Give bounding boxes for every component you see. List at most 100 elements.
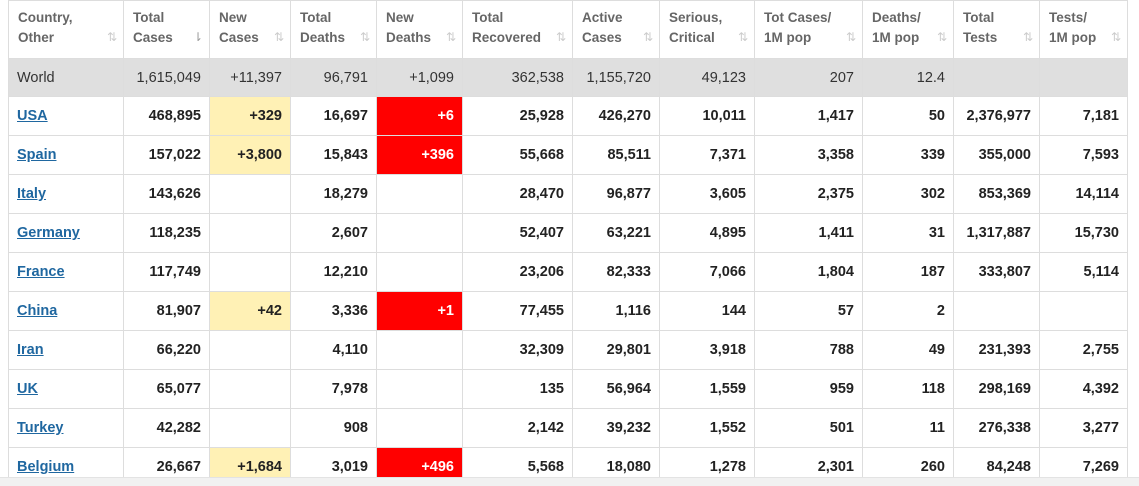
country-link[interactable]: France bbox=[17, 264, 65, 280]
country-link[interactable]: Germany bbox=[17, 225, 80, 241]
country-cell: Iran bbox=[8, 330, 124, 370]
tests-per-1m-cell: 2,755 bbox=[1039, 330, 1128, 370]
country-cell: Germany bbox=[8, 213, 124, 253]
new-cases-cell bbox=[209, 213, 291, 253]
active-cases-cell: 56,964 bbox=[572, 369, 660, 409]
sort-icon[interactable]: ⇅ bbox=[359, 29, 370, 44]
country-link[interactable]: USA bbox=[17, 108, 48, 124]
world-total-row: World 1,615,049 +11,397 96,791 +1,099 362,538… bbox=[8, 58, 1128, 97]
total-cases-cell: 117,749 bbox=[123, 252, 210, 292]
column-header-label: Other bbox=[18, 29, 55, 45]
total-cases-cell: 157,022 bbox=[123, 135, 210, 175]
tests-per-1m-cell: 5,114 bbox=[1039, 252, 1128, 292]
tot-cases-per-1m-cell: 501 bbox=[754, 408, 863, 448]
tests-per-1m-cell: 4,392 bbox=[1039, 369, 1128, 409]
total-cases-cell: 81,907 bbox=[123, 291, 210, 331]
country-cell: Turkey bbox=[8, 408, 124, 448]
sort-icon[interactable]: ⇅ bbox=[845, 29, 856, 44]
serious-critical-cell: 49,123 bbox=[659, 58, 755, 97]
sort-icon[interactable]: ⇅ bbox=[642, 29, 653, 44]
country-link[interactable]: China bbox=[17, 303, 58, 319]
column-header-tot-cases-per-1m[interactable]: Tot Cases/1M pop ⇅ bbox=[754, 0, 863, 59]
country-link[interactable]: UK bbox=[17, 381, 38, 397]
horizontal-scrollbar[interactable] bbox=[0, 477, 1139, 486]
column-header-label: Critical bbox=[669, 29, 715, 45]
tot-cases-per-1m-cell: 3,358 bbox=[754, 135, 863, 175]
country-link[interactable]: Belgium bbox=[17, 459, 75, 475]
total-deaths-cell: 4,110 bbox=[290, 330, 377, 370]
serious-critical-cell: 3,918 bbox=[659, 330, 755, 370]
total-recovered-cell: 25,928 bbox=[462, 96, 573, 136]
active-cases-cell: 1,155,720 bbox=[572, 58, 660, 97]
table-header: Country, Other ⇅ Total Cases ⇂ New Cases ⇅ Total D… bbox=[8, 0, 1128, 59]
sort-icon[interactable]: ⇅ bbox=[1110, 29, 1121, 44]
country-link[interactable]: Italy bbox=[17, 186, 47, 202]
column-header-new-deaths[interactable]: New Deaths ⇅ bbox=[376, 0, 463, 59]
column-header-total-cases[interactable]: Total Cases ⇂ bbox=[123, 0, 210, 59]
tests-per-1m-cell: 7,593 bbox=[1039, 135, 1128, 175]
column-header-label: Deaths bbox=[386, 29, 432, 45]
total-cases-cell: 65,077 bbox=[123, 369, 210, 409]
deaths-per-1m-cell: 12.4 bbox=[862, 58, 954, 97]
tot-cases-per-1m-cell: 788 bbox=[754, 330, 863, 370]
sort-icon[interactable]: ⇅ bbox=[1022, 29, 1033, 44]
serious-critical-cell: 144 bbox=[659, 291, 755, 331]
country-cell: USA bbox=[8, 96, 124, 136]
sort-icon[interactable]: ⇅ bbox=[106, 29, 117, 44]
sort-icon[interactable]: ⇅ bbox=[555, 29, 566, 44]
serious-critical-cell: 1,552 bbox=[659, 408, 755, 448]
column-header-total-tests[interactable]: Total Tests ⇅ bbox=[953, 0, 1040, 59]
tot-cases-per-1m-cell: 959 bbox=[754, 369, 863, 409]
table-row: Turkey 42,282 908 2,142 39,232 1,552 501 11 276,… bbox=[8, 408, 1128, 448]
new-deaths-cell: +396 bbox=[376, 135, 463, 175]
tot-cases-per-1m-cell: 207 bbox=[754, 58, 863, 97]
country-link[interactable]: Spain bbox=[17, 147, 57, 163]
tot-cases-per-1m-cell: 1,804 bbox=[754, 252, 863, 292]
tests-per-1m-cell bbox=[1039, 58, 1128, 97]
new-deaths-cell bbox=[376, 213, 463, 253]
column-header-label: 1M pop bbox=[872, 29, 920, 45]
column-header-active-cases[interactable]: Active Cases ⇅ bbox=[572, 0, 660, 59]
total-deaths-cell: 3,336 bbox=[290, 291, 377, 331]
total-tests-cell: 231,393 bbox=[953, 330, 1040, 370]
tests-per-1m-cell: 15,730 bbox=[1039, 213, 1128, 253]
column-header-country[interactable]: Country, Other ⇅ bbox=[8, 0, 124, 59]
new-deaths-cell bbox=[376, 330, 463, 370]
new-cases-cell bbox=[209, 369, 291, 409]
tot-cases-per-1m-cell: 1,417 bbox=[754, 96, 863, 136]
deaths-per-1m-cell: 339 bbox=[862, 135, 954, 175]
column-header-total-recovered[interactable]: Total Recovered ⇅ bbox=[462, 0, 573, 59]
column-header-tests-per-1m[interactable]: Tests/1M pop ⇅ bbox=[1039, 0, 1128, 59]
column-header-serious-critical[interactable]: Serious, Critical ⇅ bbox=[659, 0, 755, 59]
column-header-label: New bbox=[219, 10, 247, 25]
table-row: China 81,907 +42 3,336 +1 77,455 1,116 144 57 2 bbox=[8, 291, 1128, 331]
table-row: Italy 143,626 18,279 28,470 96,877 3,605 2,375… bbox=[8, 174, 1128, 214]
active-cases-cell: 63,221 bbox=[572, 213, 660, 253]
table-row: USA 468,895 +329 16,697 +6 25,928 426,270 10,01… bbox=[8, 96, 1128, 136]
sort-icon[interactable]: ⇅ bbox=[445, 29, 456, 44]
sort-icon[interactable]: ⇅ bbox=[273, 29, 284, 44]
total-cases-cell: 468,895 bbox=[123, 96, 210, 136]
deaths-per-1m-cell: 118 bbox=[862, 369, 954, 409]
deaths-per-1m-cell: 187 bbox=[862, 252, 954, 292]
column-header-label: Total bbox=[963, 10, 995, 25]
column-header-deaths-per-1m[interactable]: Deaths/1M pop ⇅ bbox=[862, 0, 954, 59]
total-tests-cell: 2,376,977 bbox=[953, 96, 1040, 136]
column-header-label: Recovered bbox=[472, 29, 542, 45]
new-cases-cell bbox=[209, 174, 291, 214]
country-cell: World bbox=[8, 58, 124, 97]
country-link[interactable]: Iran bbox=[17, 342, 44, 358]
new-deaths-cell bbox=[376, 408, 463, 448]
column-header-total-deaths[interactable]: Total Deaths ⇅ bbox=[290, 0, 377, 59]
column-header-label: Cases bbox=[582, 29, 622, 45]
sort-icon[interactable]: ⇅ bbox=[936, 29, 947, 44]
sort-icon[interactable]: ⇅ bbox=[737, 29, 748, 44]
total-recovered-cell: 362,538 bbox=[462, 58, 573, 97]
header-row: Country, Other ⇅ Total Cases ⇂ New Cases ⇅ Total D… bbox=[8, 0, 1128, 59]
country-link[interactable]: Turkey bbox=[17, 420, 64, 436]
column-header-new-cases[interactable]: New Cases ⇅ bbox=[209, 0, 291, 59]
sort-descending-icon[interactable]: ⇂ bbox=[192, 29, 203, 44]
new-cases-cell bbox=[209, 330, 291, 370]
new-cases-cell: +42 bbox=[209, 291, 291, 331]
